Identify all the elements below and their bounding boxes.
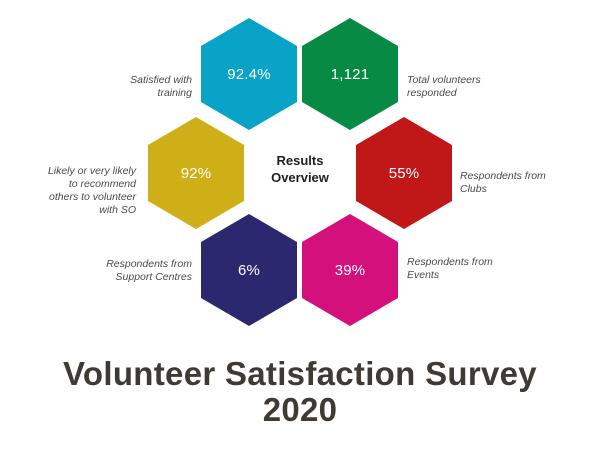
label-satisfied-training: Satisfied with training [130,74,192,99]
hexagon-satisfied-training: 92.4% [201,18,297,130]
hexagon-value: 92.4% [227,65,271,83]
label-clubs: Respondents from Clubs [460,170,546,195]
label-recommend: Likely or very likely to recommend other… [47,165,136,216]
hexagon-total-volunteers: 1,121 [302,18,398,130]
hexagon-support-centres: 6% [201,214,297,326]
hexagon-clubs: 55% [356,117,452,229]
hexagon-value: 55% [388,164,420,182]
hexagon-events: 39% [302,214,398,326]
label-support-centres: Respondents from Support Centres [106,258,192,283]
hexagon-value: 39% [334,261,366,279]
center-label: Results Overview [271,153,329,185]
hexagon-recommend: 92% [148,117,244,229]
hexagon-value: 1,121 [330,65,370,83]
page-title: Volunteer Satisfaction Survey 2020 [63,355,537,428]
hexagon-value: 6% [237,261,261,279]
label-events: Respondents from Events [407,256,493,281]
hexagon-value: 92% [180,164,212,182]
label-total-volunteers: Total volunteers responded [407,74,481,99]
